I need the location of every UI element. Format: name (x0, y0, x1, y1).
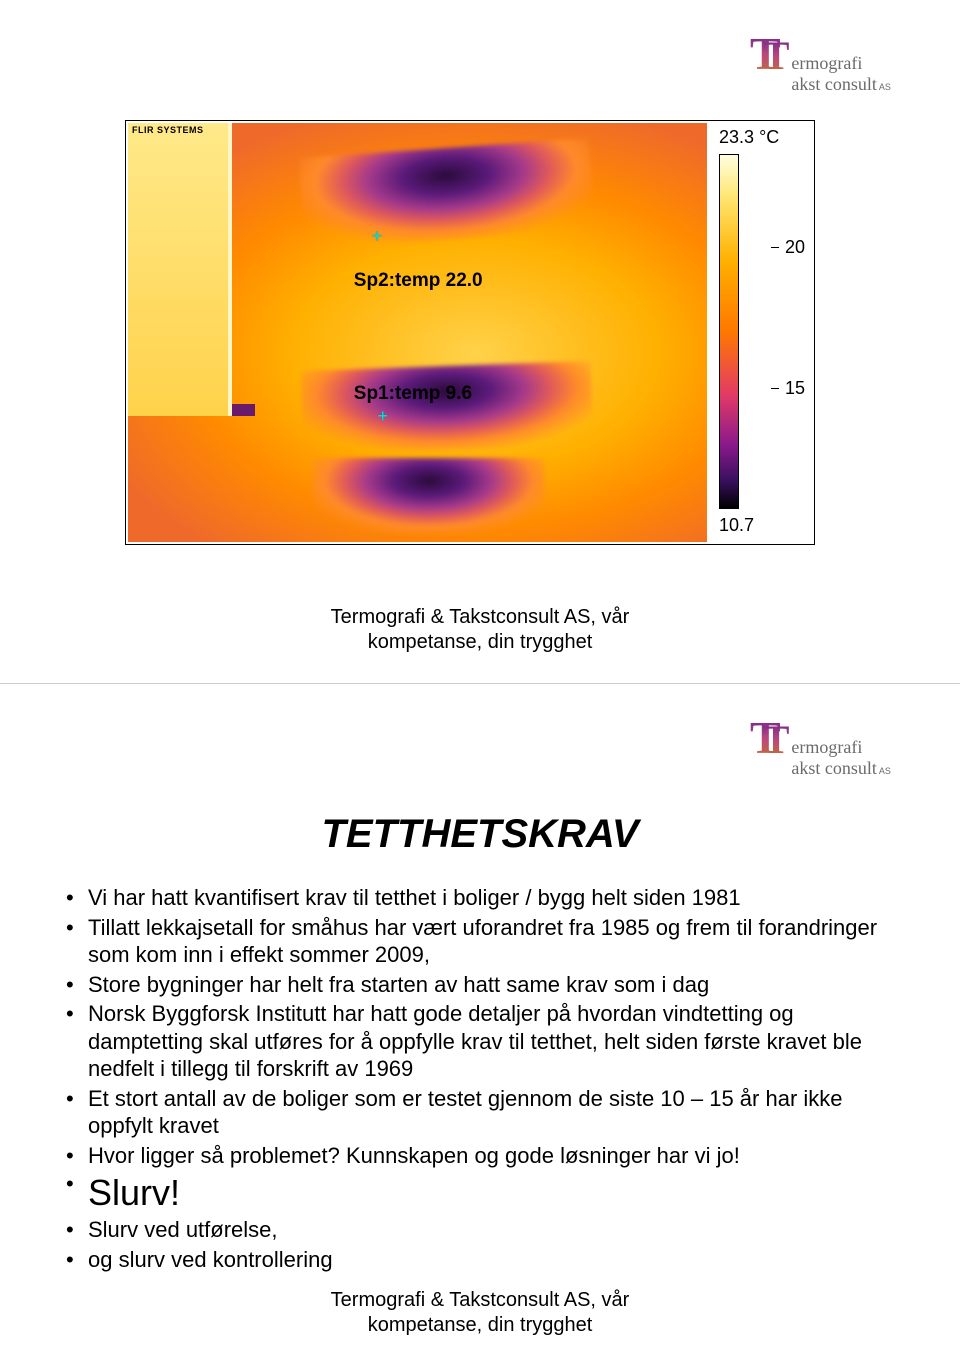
bullet-item: Slurv ved utførelse, (60, 1216, 900, 1244)
bullet-item: Vi har hatt kvantifisert krav til tetthe… (60, 884, 900, 912)
company-logo: T T ermografi akst consult AS (750, 712, 920, 779)
company-logo: T T ermografi akst consult AS (750, 28, 920, 95)
logo-text-2: akst consult (791, 74, 877, 95)
bullet-item: Et stort antall av de boliger som er tes… (60, 1085, 900, 1140)
bullet-item: og slurv ved kontrollering (60, 1246, 900, 1274)
scale-max: 23.3 °C (719, 127, 779, 148)
color-scale: 23.3 °C 2015 10.7 (717, 123, 812, 542)
bullet-list: Vi har hatt kvantifisert krav til tetthe… (60, 884, 900, 1275)
logo-suffix: AS (879, 82, 891, 92)
sp2-label: Sp2:temp 22.0 (354, 270, 483, 292)
bullet-item: Tillatt lekkajsetall for småhus har vært… (60, 914, 900, 969)
sp1-label: Sp1:temp 9.6 (354, 383, 472, 405)
logo-letter-2: T (763, 40, 790, 72)
slide-footer: Termografi & Takstconsult AS, vår kompet… (0, 605, 960, 655)
scale-tick: 20 (771, 237, 805, 258)
logo-text-1: ermografi (791, 53, 891, 74)
scale-ticks: 2015 (745, 154, 805, 509)
scale-gradient-bar (719, 154, 739, 509)
slide-footer: Termografi & Takstconsult AS, vår kompet… (0, 1288, 960, 1338)
bullet-item: Norsk Byggforsk Institutt har hatt gode … (60, 1000, 900, 1083)
slide-tetthetskrav: T T ermografi akst consult AS TETTHETSKR… (0, 683, 960, 1366)
scale-min: 10.7 (719, 515, 754, 536)
scale-tick: 15 (771, 378, 805, 399)
flir-watermark: FLIR SYSTEMS (132, 125, 204, 135)
bullet-item: Slurv! (60, 1171, 900, 1214)
thermal-figure: FLIR SYSTEMS + + Sp2:temp 22.0 Sp1:temp … (125, 120, 815, 545)
slide-title: TETTHETSKRAV (0, 812, 960, 857)
ir-image: FLIR SYSTEMS + + Sp2:temp 22.0 Sp1:temp … (128, 123, 707, 542)
slide-thermal: T T ermografi akst consult AS FLIR SYSTE… (0, 0, 960, 683)
bullet-item: Store bygninger har helt fra starten av … (60, 971, 900, 999)
bullet-item: Hvor ligger så problemet? Kunnskapen og … (60, 1142, 900, 1170)
